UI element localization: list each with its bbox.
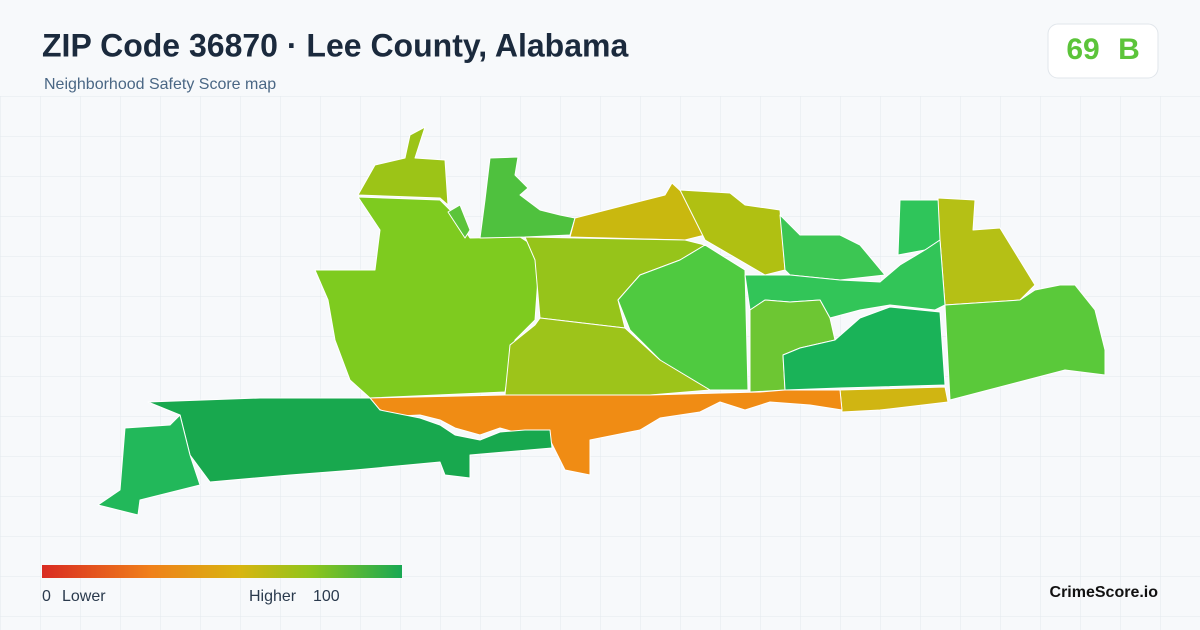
legend-max-label: Higher bbox=[249, 588, 297, 605]
map-region bbox=[479, 156, 576, 239]
map-region bbox=[944, 284, 1106, 401]
map-region bbox=[147, 397, 553, 483]
legend-gradient bbox=[42, 565, 402, 578]
subtitle: Neighborhood Safety Score map bbox=[44, 76, 276, 93]
legend-min: 0 bbox=[42, 588, 51, 605]
brand: CrimeScore.io bbox=[1050, 584, 1159, 601]
map-region bbox=[369, 389, 843, 476]
score-grade: B bbox=[1118, 33, 1140, 66]
title: ZIP Code 36870 · Lee County, Alabama bbox=[42, 27, 628, 63]
map-region bbox=[779, 214, 886, 281]
score-value: 69 bbox=[1066, 33, 1099, 66]
legend-max: 100 bbox=[313, 588, 340, 605]
map-regions bbox=[97, 126, 1106, 516]
map-region bbox=[617, 244, 749, 391]
legend-min-label: Lower bbox=[62, 588, 106, 605]
score-badge bbox=[1047, 23, 1159, 79]
map-region bbox=[447, 204, 471, 239]
map-region bbox=[782, 306, 946, 391]
map-region bbox=[357, 126, 449, 206]
map-region bbox=[97, 414, 201, 516]
